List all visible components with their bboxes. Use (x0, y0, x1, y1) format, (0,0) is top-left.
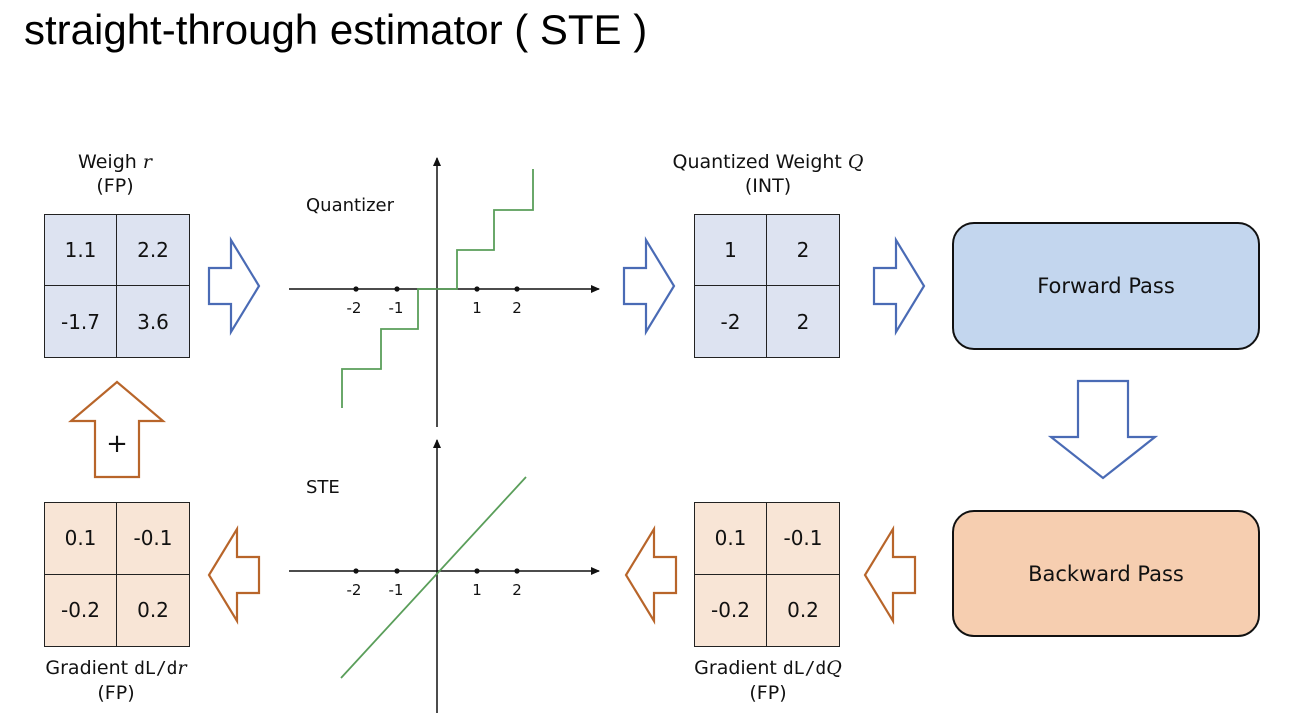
matrix-cell: 0.2 (137, 598, 169, 623)
matrix-cell: 0.1 (45, 503, 117, 575)
matrix-cell: 2 (767, 215, 839, 286)
quantizer-tick-label: -2 (347, 299, 362, 317)
gradient-r-type: (FP) (97, 682, 135, 704)
backward-pass-box: Backward Pass (952, 510, 1260, 637)
update-arrow-icon (68, 380, 166, 479)
ste-plot: -2 -1 1 2 STE (289, 439, 600, 713)
quantized-weight-label-text: Quantized Weight (672, 151, 848, 173)
matrix-cell: -0.1 (767, 503, 839, 575)
ste-tick-label: 2 (512, 581, 522, 599)
quantizer-plot: -2 -1 1 2 Quantizer (289, 157, 600, 427)
matrix-cell: -1.7 (45, 286, 117, 357)
ste-tick-label: 1 (472, 581, 482, 599)
quantizer-tick (514, 286, 520, 292)
gradient-q-mono: dL/d (782, 658, 827, 679)
quantized-weight-matrix: 1 2 -2 2 (694, 214, 840, 358)
quantized-weight-type: (INT) (744, 175, 792, 197)
ste-tick (474, 568, 480, 574)
gradient-r-matrix: 0.1 -0.1 -0.2 0.2 (44, 502, 190, 647)
matrix-cell: 3.6 (137, 309, 169, 334)
backward-arrow-icon (207, 525, 261, 625)
matrix-cell: -0.1 (117, 503, 189, 575)
gradient-q-label: Gradient dL/dQ (FP) (660, 656, 876, 705)
quantizer-step-line (341, 169, 534, 408)
quantizer-tick-label: 2 (512, 299, 522, 317)
ste-tick-label: -1 (389, 581, 404, 599)
quantizer-tick (394, 286, 400, 292)
down-arrow-icon (1047, 379, 1159, 480)
gradient-q-label-text: Gradient (694, 657, 783, 679)
ste-tick (353, 568, 359, 574)
matrix-cell: -2 (695, 286, 767, 357)
quantized-weight-symbol: Q (847, 151, 864, 173)
matrix-cell: 0.1 (695, 503, 767, 575)
weight-fp-matrix: 1.1 2.2 -1.7 3.6 (44, 214, 190, 358)
weight-fp-label-text: Weigh (78, 151, 143, 173)
forward-pass-box: Forward Pass (952, 222, 1260, 350)
matrix-cell: 0.2 (787, 598, 819, 623)
backward-arrow-icon (863, 525, 917, 625)
gradient-r-mono: dL/d (134, 658, 178, 679)
ste-tick (394, 568, 400, 574)
gradient-r-label-text: Gradient (45, 657, 135, 679)
quantizer-label: Quantizer (306, 195, 395, 216)
forward-arrow-icon (622, 236, 676, 336)
quantizer-tick (474, 286, 480, 292)
gradient-q-symbol: Q (826, 657, 842, 679)
quantizer-tick (353, 286, 359, 292)
ste-identity-line (340, 476, 527, 679)
gradient-r-symbol: r (177, 657, 187, 679)
backward-arrow-icon (624, 525, 678, 625)
matrix-cell: 2.2 (117, 215, 189, 286)
quantized-weight-label: Quantized Weight Q (INT) (650, 150, 886, 198)
gradient-q-type: (FP) (749, 682, 787, 704)
matrix-cell: -0.2 (45, 574, 117, 646)
ste-label: STE (306, 477, 340, 498)
gradient-r-label: Gradient dL/dr (FP) (16, 656, 216, 705)
ste-tick (514, 568, 520, 574)
quantizer-tick-label: 1 (472, 299, 482, 317)
weight-fp-symbol: r (142, 151, 152, 173)
ste-tick-label: -2 (347, 581, 362, 599)
matrix-cell: 2 (796, 309, 810, 334)
matrix-cell: 1.1 (45, 215, 117, 286)
matrix-cell: -0.2 (695, 574, 767, 646)
forward-arrow-icon (207, 236, 261, 336)
quantizer-tick-label: -1 (389, 299, 404, 317)
plus-sign: + (106, 429, 128, 459)
weight-fp-type: (FP) (96, 175, 134, 197)
weight-fp-label: Weigh r (FP) (30, 150, 200, 198)
slide-title: straight-through estimator ( STE ) (24, 6, 648, 53)
forward-arrow-icon (872, 236, 926, 336)
gradient-q-matrix: 0.1 -0.1 -0.2 0.2 (694, 502, 840, 647)
matrix-cell: 1 (695, 215, 767, 286)
